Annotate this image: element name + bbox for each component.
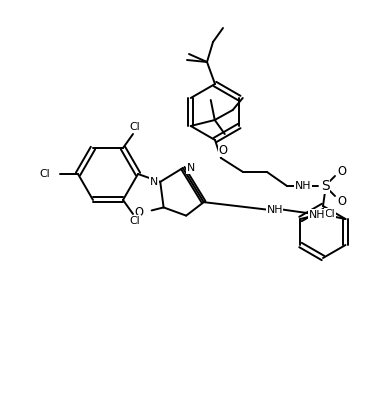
Text: O: O [219,143,228,157]
Text: O: O [338,164,346,178]
Text: S: S [321,179,329,193]
Text: N: N [150,177,158,187]
Text: O: O [338,194,346,208]
Text: Cl: Cl [324,209,335,219]
Text: Cl: Cl [130,216,140,226]
Text: NH: NH [295,181,311,191]
Text: Cl: Cl [39,169,50,179]
Text: N: N [187,163,195,173]
Text: NH: NH [266,205,283,215]
Text: Cl: Cl [130,122,140,132]
Text: NH: NH [309,210,326,220]
Text: O: O [135,206,144,219]
